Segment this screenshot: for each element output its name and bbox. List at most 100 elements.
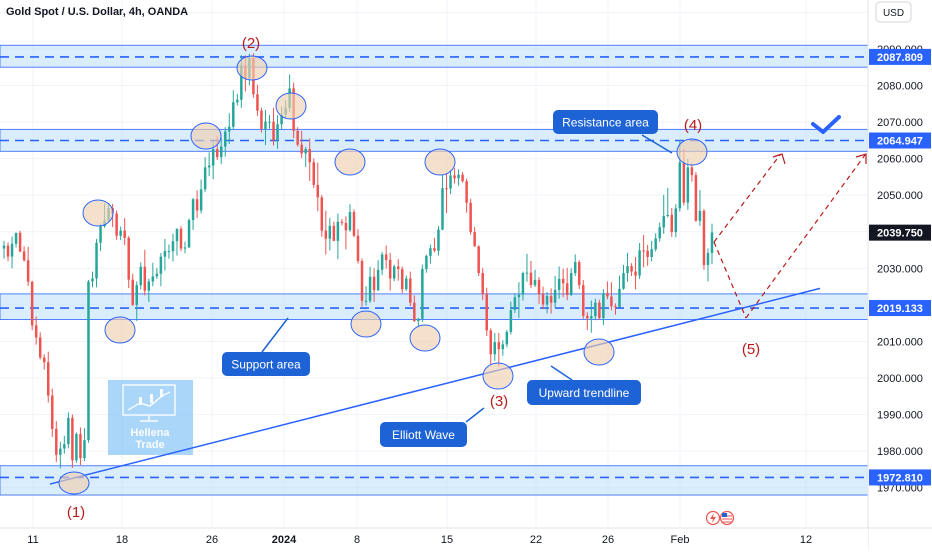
candle-body — [139, 266, 143, 286]
y-tick-label: 2000.000 — [877, 373, 923, 385]
y-tick-label: 1990.000 — [877, 410, 923, 422]
candle-body — [352, 211, 356, 236]
candle-body — [662, 216, 665, 228]
candle-body — [34, 325, 38, 338]
candle-body — [30, 281, 34, 326]
candle-body — [445, 188, 448, 190]
candle-body — [590, 316, 593, 319]
candle-body — [95, 242, 98, 279]
candle-layer — [2, 53, 714, 469]
candle-body — [586, 315, 589, 319]
callouts: Resistance area Support area Upward tren… — [222, 110, 673, 447]
candle-body — [280, 114, 283, 125]
swing-circle — [350, 310, 382, 338]
candle-body — [167, 251, 171, 253]
candle-body — [388, 259, 392, 279]
wave-label-5: (5) — [742, 341, 760, 358]
candle-body — [485, 293, 488, 331]
candle-body — [606, 293, 609, 297]
candle-body — [594, 302, 597, 317]
candle-body — [497, 342, 501, 350]
candle-body — [618, 288, 621, 308]
price-level-badge — [869, 469, 931, 486]
candle-body — [654, 238, 657, 250]
candle-body — [131, 279, 134, 305]
symbol-title[interactable]: Gold Spot / U.S. Dollar, 4h, OANDA — [6, 6, 188, 18]
candle-body — [171, 241, 175, 252]
swing-circle — [482, 362, 514, 390]
swing-circle — [104, 316, 136, 344]
candle-body — [240, 65, 243, 100]
price-level-label: 2064.947 — [877, 136, 923, 148]
candle-body — [340, 221, 344, 223]
candle-body — [384, 254, 388, 260]
swing-circle — [82, 199, 114, 227]
candle-body — [698, 210, 702, 221]
swing-circle — [334, 148, 366, 176]
candle-body — [191, 199, 195, 221]
candle-body — [260, 110, 263, 129]
swing-circle — [236, 55, 268, 81]
candle-body — [380, 254, 384, 270]
candle-body — [533, 280, 537, 286]
candle-body — [10, 243, 14, 257]
candle-body — [14, 232, 18, 244]
price-axis[interactable]: 1970.000 1980.000 1990.000 2000.000 2010.000… — [867, 0, 932, 550]
candle-body — [658, 227, 661, 239]
candle-body — [694, 175, 698, 221]
candle-body — [509, 309, 513, 332]
candle-body — [557, 278, 561, 290]
candle-body — [501, 344, 505, 350]
candle-body — [706, 252, 710, 266]
currency-button[interactable] — [875, 1, 912, 23]
candle-body — [26, 260, 30, 282]
candle-body — [702, 210, 706, 266]
candle-body — [433, 248, 436, 251]
candle-body — [55, 428, 58, 455]
candle-body — [457, 174, 460, 179]
event-icons[interactable] — [705, 510, 735, 526]
support-area-callout — [222, 352, 310, 376]
wave-label-4: (4) — [684, 117, 702, 134]
candle-body — [308, 149, 311, 163]
y-tick-label: 2030.000 — [877, 263, 923, 275]
x-tick-label: Feb — [671, 534, 690, 546]
candle-body — [517, 294, 521, 298]
candle-body — [300, 144, 303, 154]
candle-body — [183, 247, 187, 249]
candle-body — [163, 251, 167, 257]
candle-body — [224, 131, 227, 147]
candle-body — [203, 167, 207, 190]
elliott-wave-callout — [380, 422, 467, 447]
candle-body — [650, 249, 653, 257]
candle-body — [489, 330, 492, 355]
candle-body — [143, 266, 147, 291]
candle-body — [553, 289, 557, 303]
candle-body — [6, 245, 10, 257]
swing-circles — [58, 55, 708, 495]
candle-body — [670, 214, 674, 233]
candle-body — [642, 250, 645, 252]
wave-label-3: (3) — [490, 393, 508, 410]
candle-body — [413, 302, 416, 321]
price-level-badges: 2087.809 2064.947 2019.133 1972.810 2039.750 — [869, 48, 931, 486]
candle-body — [219, 146, 223, 158]
projection-path — [713, 153, 867, 319]
candle-body — [332, 225, 336, 241]
x-tick-label: 12 — [800, 534, 812, 546]
x-tick-label: 26 — [206, 534, 218, 546]
x-tick-label: 22 — [530, 534, 542, 546]
swing-circle — [275, 92, 307, 120]
time-axis[interactable]: 11 18 26 2024 8 15 22 26 Feb 12 — [0, 527, 932, 550]
wave-label-2: (2) — [242, 35, 260, 52]
candle-body — [481, 273, 484, 294]
candle-body — [71, 417, 74, 461]
price-level-label: 2019.133 — [877, 303, 923, 315]
candle-body — [401, 269, 404, 290]
candle-body — [155, 273, 159, 277]
candle-body — [79, 433, 82, 459]
candle-body — [38, 337, 42, 358]
candle-body — [622, 273, 625, 289]
